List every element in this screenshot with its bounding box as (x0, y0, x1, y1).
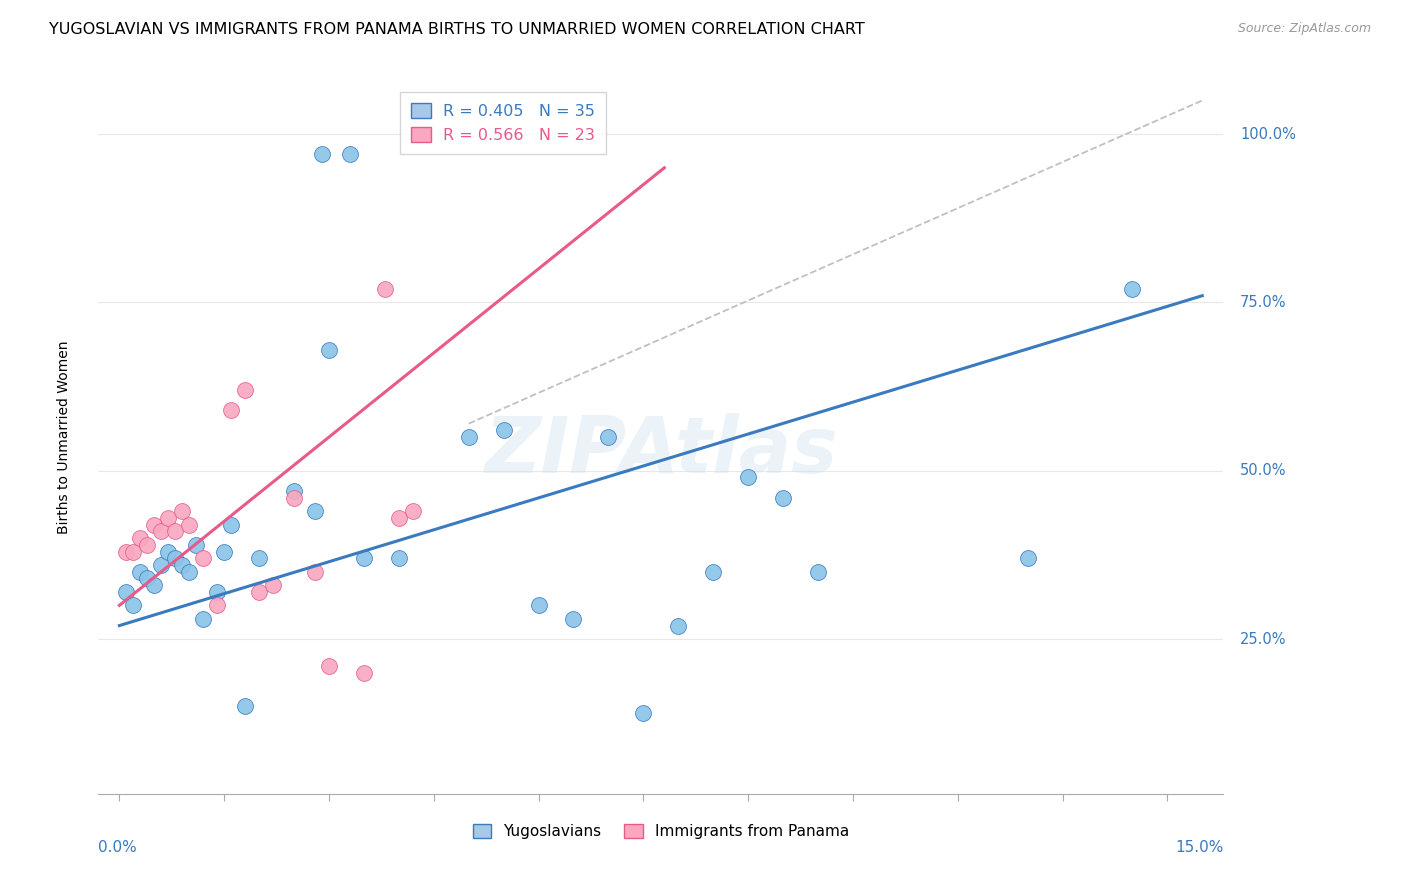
Text: YUGOSLAVIAN VS IMMIGRANTS FROM PANAMA BIRTHS TO UNMARRIED WOMEN CORRELATION CHAR: YUGOSLAVIAN VS IMMIGRANTS FROM PANAMA BI… (49, 22, 865, 37)
Point (165, 524, 187, 539)
Point (772, 491, 794, 505)
Text: 100.0%: 100.0% (1240, 127, 1296, 142)
Point (304, 504, 326, 518)
Point (374, 282, 396, 296)
Point (666, 618, 689, 632)
Point (143, 517, 166, 532)
Point (457, 430, 479, 444)
Point (402, 504, 425, 518)
Point (219, 403, 242, 417)
Point (318, 343, 340, 357)
Point (247, 585, 270, 599)
Point (129, 565, 152, 579)
Point (339, 147, 361, 161)
Point (737, 470, 759, 484)
Point (150, 524, 173, 539)
Point (1121, 282, 1143, 296)
Point (212, 544, 235, 558)
Point (492, 423, 515, 437)
Point (115, 585, 138, 599)
Point (136, 538, 159, 552)
Point (262, 578, 284, 592)
Point (598, 430, 620, 444)
Point (172, 558, 194, 572)
Point (122, 544, 145, 558)
Text: 0.0%: 0.0% (98, 840, 138, 855)
Point (283, 483, 305, 498)
Point (115, 544, 138, 558)
Point (388, 551, 411, 566)
Point (233, 699, 256, 714)
Point (318, 659, 340, 673)
Point (172, 504, 194, 518)
Point (129, 531, 152, 545)
Point (205, 599, 228, 613)
Point (157, 511, 180, 525)
Point (143, 578, 166, 592)
Point (136, 571, 159, 585)
Point (150, 558, 173, 572)
Text: ZIPAtlas: ZIPAtlas (484, 413, 838, 490)
Text: 75.0%: 75.0% (1240, 295, 1286, 310)
Point (165, 551, 187, 566)
Point (247, 551, 270, 566)
Y-axis label: Births to Unmarried Women: Births to Unmarried Women (58, 341, 72, 533)
Point (388, 511, 411, 525)
Point (633, 706, 655, 720)
Point (807, 565, 830, 579)
Point (179, 517, 201, 532)
Point (353, 551, 375, 566)
Point (157, 544, 180, 558)
Text: 15.0%: 15.0% (1175, 840, 1223, 855)
Point (186, 538, 208, 552)
Point (562, 612, 585, 626)
Point (233, 383, 256, 397)
Point (311, 147, 333, 161)
Point (1017, 551, 1039, 566)
Point (122, 599, 145, 613)
Text: 50.0%: 50.0% (1240, 463, 1286, 478)
Point (353, 665, 375, 680)
Point (304, 565, 326, 579)
Text: 25.0%: 25.0% (1240, 632, 1286, 647)
Point (283, 491, 305, 505)
Point (193, 612, 215, 626)
Point (219, 517, 242, 532)
Point (193, 551, 215, 566)
Legend: Yugoslavians, Immigrants from Panama: Yugoslavians, Immigrants from Panama (465, 816, 856, 847)
Text: Source: ZipAtlas.com: Source: ZipAtlas.com (1237, 22, 1371, 36)
Point (527, 599, 550, 613)
Point (205, 585, 228, 599)
Point (179, 565, 201, 579)
Point (702, 565, 724, 579)
